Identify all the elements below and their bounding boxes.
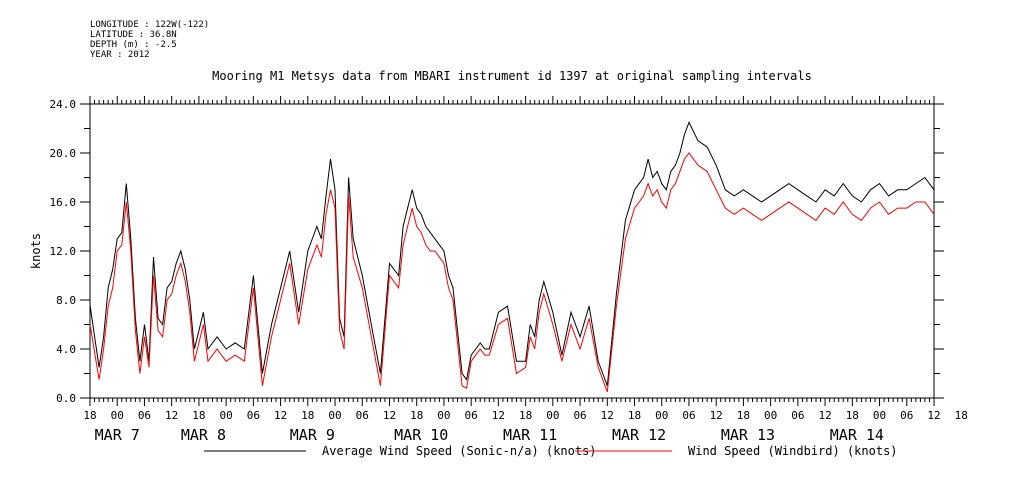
longitude-label: LONGITUDE : 122W(-122) bbox=[90, 20, 210, 30]
series-line bbox=[89, 152, 935, 393]
latitude-label: LATITUDE : 36.8N bbox=[90, 30, 177, 40]
date-label: MAR 13 bbox=[721, 426, 775, 444]
date-label: MAR 8 bbox=[181, 426, 226, 444]
date-label: MAR 12 bbox=[612, 426, 666, 444]
x-tick-label: 12 bbox=[492, 409, 505, 422]
y-tick-label: 4.0 bbox=[56, 343, 76, 356]
legend-label: Average Wind Speed (Sonic-n/a) (knots) bbox=[322, 444, 597, 458]
y-tick-label: 8.0 bbox=[56, 294, 76, 307]
y-tick-label: 12.0 bbox=[50, 245, 77, 258]
x-tick-label: 00 bbox=[764, 409, 777, 422]
date-label: MAR 9 bbox=[290, 426, 335, 444]
x-tick-label: 00 bbox=[328, 409, 341, 422]
x-tick-label: 00 bbox=[873, 409, 886, 422]
x-tick-label: 12 bbox=[927, 409, 940, 422]
year-label: YEAR : 2012 bbox=[90, 50, 150, 60]
x-tick-label: 06 bbox=[573, 409, 586, 422]
x-tick-label: 18 bbox=[83, 409, 96, 422]
date-label: MAR 14 bbox=[830, 426, 884, 444]
y-tick-label: 0.0 bbox=[56, 392, 76, 405]
x-tick-label: 00 bbox=[437, 409, 450, 422]
x-tick-label: 18 bbox=[955, 409, 968, 422]
x-tick-label: 18 bbox=[628, 409, 641, 422]
x-tick-label: 06 bbox=[682, 409, 695, 422]
date-label: MAR 7 bbox=[95, 426, 140, 444]
chart-title: Mooring M1 Metsys data from MBARI instru… bbox=[212, 69, 812, 83]
x-tick-label: 06 bbox=[356, 409, 369, 422]
x-tick-label: 00 bbox=[111, 409, 124, 422]
x-tick-label: 18 bbox=[410, 409, 423, 422]
y-axis-label: knots bbox=[29, 233, 43, 269]
x-tick-label: 00 bbox=[220, 409, 233, 422]
x-tick-label: 00 bbox=[655, 409, 668, 422]
series-line bbox=[89, 121, 935, 386]
x-tick-label: 12 bbox=[383, 409, 396, 422]
legend-label: Wind Speed (Windbird) (knots) bbox=[688, 444, 898, 458]
x-tick-label: 12 bbox=[818, 409, 831, 422]
x-tick-label: 06 bbox=[791, 409, 804, 422]
x-tick-label: 06 bbox=[900, 409, 913, 422]
plot-area: 0.0 4.0 8.0 12.0 16.0 20.0 24.0 18 00 06 12 18 00 06 1… bbox=[50, 96, 968, 458]
y-tick-label: 20.0 bbox=[50, 147, 77, 160]
mooring-metadata: LONGITUDE : 122W(-122) LATITUDE : 36.8N … bbox=[90, 20, 209, 60]
x-tick-label: 18 bbox=[737, 409, 750, 422]
x-tick-label: 12 bbox=[165, 409, 178, 422]
y-tick-label: 16.0 bbox=[50, 196, 77, 209]
x-tick-label: 18 bbox=[301, 409, 314, 422]
x-tick-label: 18 bbox=[846, 409, 859, 422]
x-tick-label: 06 bbox=[247, 409, 260, 422]
x-tick-label: 06 bbox=[465, 409, 478, 422]
x-tick-label: 00 bbox=[546, 409, 559, 422]
date-label: MAR 10 bbox=[394, 426, 448, 444]
x-tick-label: 12 bbox=[274, 409, 287, 422]
plot-frame bbox=[89, 103, 935, 399]
y-tick-label: 24.0 bbox=[50, 98, 77, 111]
x-tick-label: 06 bbox=[138, 409, 151, 422]
depth-label: DEPTH (m) : -2.5 bbox=[90, 40, 177, 50]
x-tick-label: 18 bbox=[192, 409, 205, 422]
date-label: MAR 11 bbox=[503, 426, 557, 444]
x-tick-label: 12 bbox=[601, 409, 614, 422]
x-tick-label: 12 bbox=[710, 409, 723, 422]
x-tick-label: 18 bbox=[519, 409, 532, 422]
